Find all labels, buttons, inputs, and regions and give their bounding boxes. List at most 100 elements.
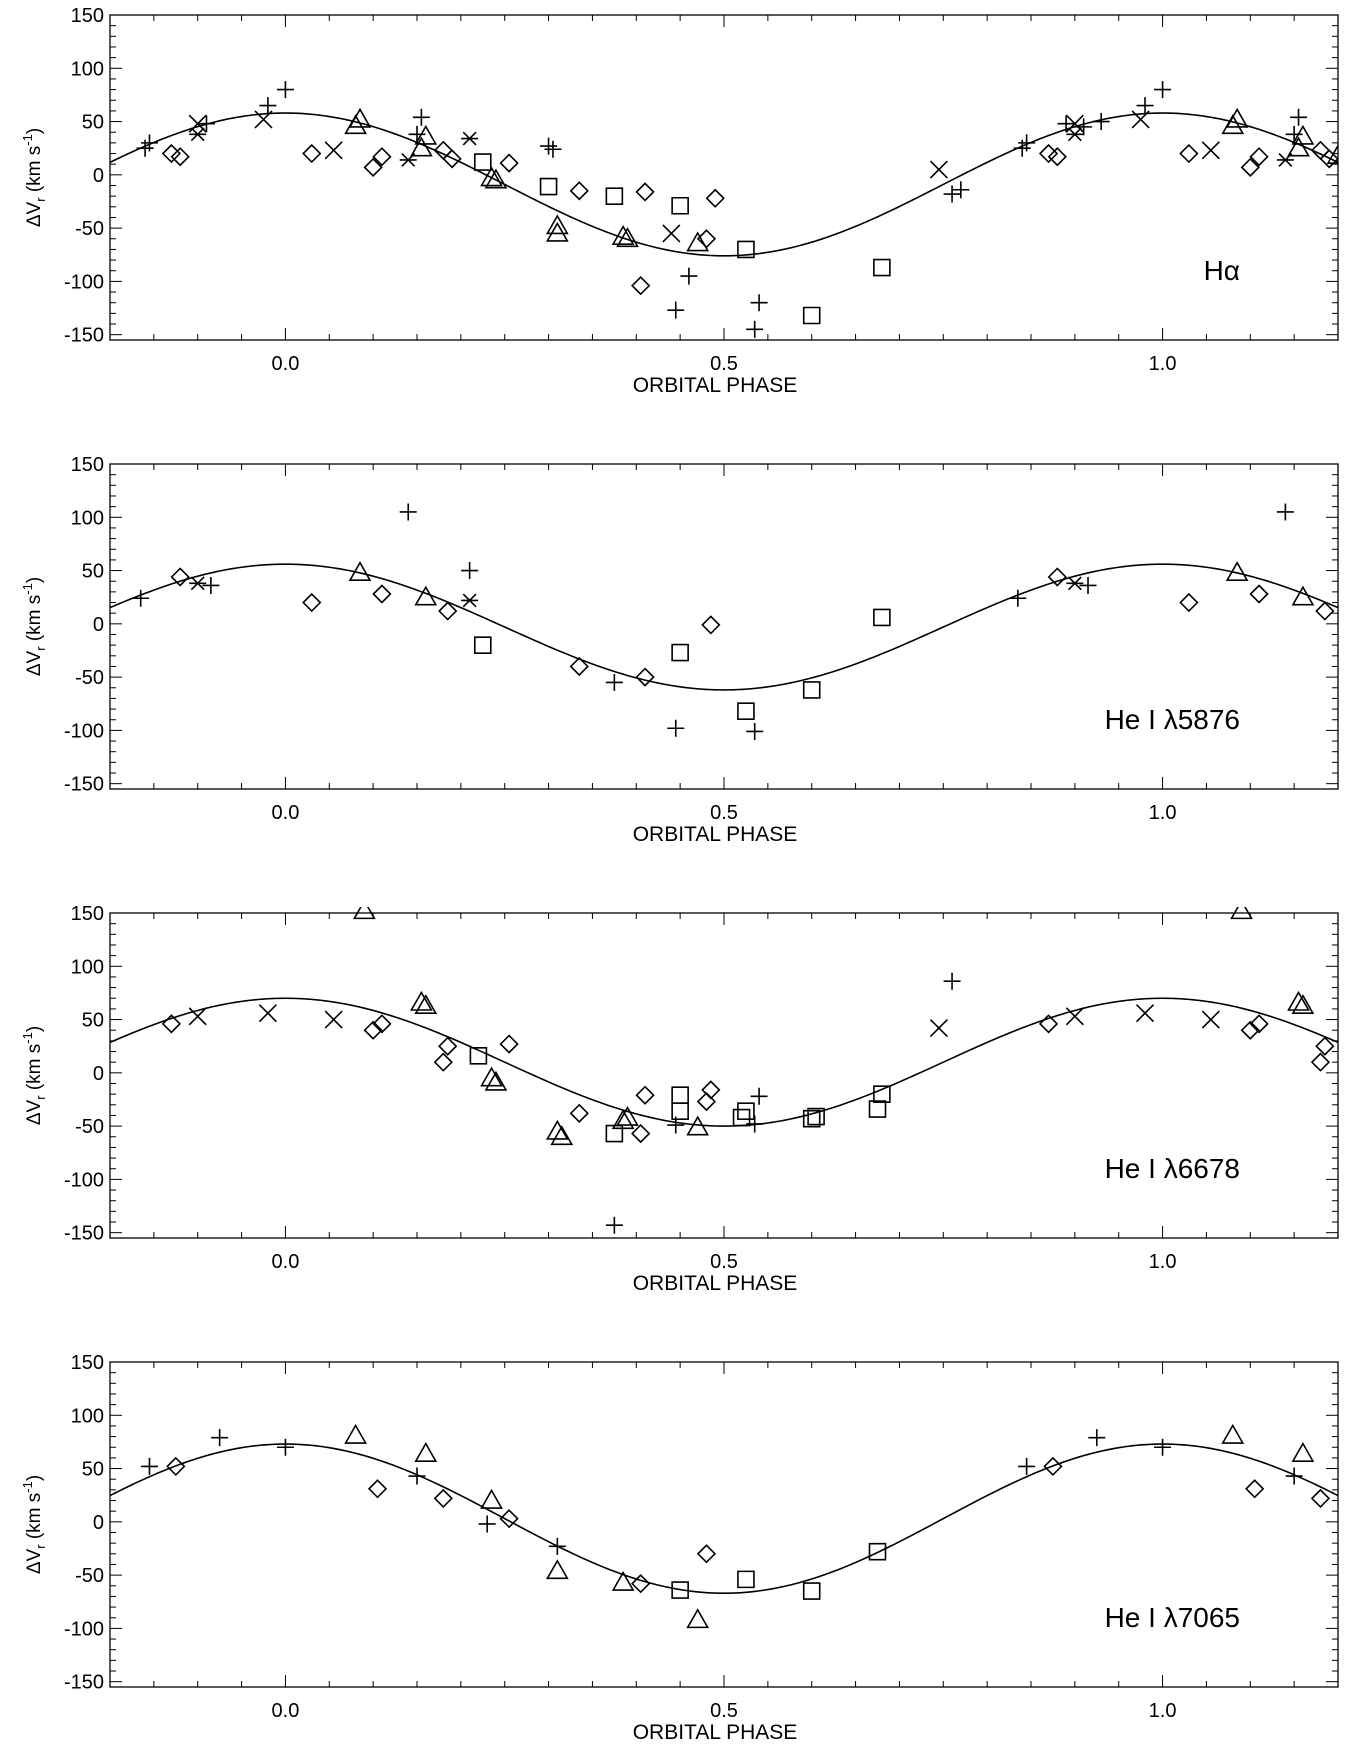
- point-triangle: [1287, 136, 1310, 157]
- point-plus: [1092, 113, 1110, 131]
- y-tick-label: 0: [93, 614, 104, 636]
- x-tick-label: 1.0: [1149, 802, 1177, 824]
- point-plus: [680, 267, 698, 285]
- point-triangle: [616, 1105, 639, 1126]
- y-tick-label: -50: [75, 218, 104, 240]
- point-diamond: [1038, 1014, 1059, 1034]
- x-axis-title: ORBITAL PHASE: [633, 1272, 798, 1295]
- point-square: [473, 153, 492, 171]
- point-cross: [1201, 1010, 1220, 1029]
- point-diamond: [1240, 157, 1260, 178]
- point-plus: [1018, 1457, 1036, 1475]
- point-square: [868, 1542, 887, 1561]
- point-diamond: [1249, 1014, 1269, 1034]
- point-plus: [1088, 1429, 1106, 1447]
- x-tick-label: 0.0: [272, 1251, 300, 1273]
- point-cross: [324, 1010, 343, 1029]
- point-square: [671, 1086, 689, 1105]
- point-diamond: [631, 276, 651, 296]
- point-triangle: [410, 990, 433, 1011]
- point-cross: [188, 1007, 207, 1026]
- point-plus: [276, 1438, 294, 1456]
- point-square: [802, 681, 821, 699]
- point-diamond: [1310, 1488, 1331, 1509]
- y-tick-label: 50: [82, 1010, 104, 1032]
- point-square: [802, 306, 821, 325]
- x-tick-label: 0.0: [272, 802, 300, 824]
- point-triangle: [686, 231, 710, 252]
- point-square: [737, 240, 755, 259]
- line-label: He I λ6678: [1105, 1153, 1240, 1184]
- point-plus: [132, 589, 150, 607]
- y-tick-label: 50: [82, 561, 104, 583]
- point-plus: [943, 972, 961, 990]
- x-tick-label: 0.5: [710, 353, 738, 375]
- point-triangle: [1225, 561, 1249, 581]
- point-plus: [478, 1515, 496, 1533]
- point-triangle: [1225, 107, 1249, 128]
- x-axis-title: ORBITAL PHASE: [633, 1721, 798, 1744]
- y-tick-label: -100: [64, 271, 104, 293]
- point-asterisk: [461, 593, 479, 608]
- point-plus: [548, 1537, 566, 1555]
- x-axis-title: ORBITAL PHASE: [633, 374, 798, 397]
- point-cross: [324, 141, 343, 160]
- point-square: [802, 1109, 821, 1128]
- x-tick-label: 0.5: [710, 802, 738, 824]
- point-triangle: [545, 1559, 569, 1580]
- point-plus: [1154, 1438, 1172, 1456]
- point-plus: [1276, 503, 1294, 521]
- y-tick-label: 150: [71, 454, 104, 476]
- panel-1: -150 -100 -50 0 50 100 150 0.0 0.5 1.0 ORBITAL PHA…: [20, 5, 1339, 397]
- point-diamond: [499, 153, 519, 173]
- point-diamond: [705, 188, 725, 208]
- point-triangle: [484, 1070, 508, 1091]
- point-cross: [929, 1019, 948, 1038]
- y-tick-label: 150: [71, 5, 104, 27]
- point-plus: [1057, 115, 1075, 133]
- y-tick-label: -150: [64, 325, 104, 347]
- y-tick-label: -150: [64, 1672, 104, 1694]
- point-triangle: [545, 214, 569, 235]
- y-tick-label: 50: [82, 112, 104, 134]
- point-plus: [1285, 125, 1303, 143]
- point-plus: [605, 1216, 623, 1234]
- data-points: [136, 81, 1338, 338]
- point-diamond: [1249, 147, 1269, 167]
- point-square: [737, 1102, 755, 1120]
- point-diamond: [1179, 143, 1199, 164]
- point-triangle: [414, 124, 438, 145]
- point-plus: [1018, 134, 1036, 152]
- y-tick-label: -50: [75, 1565, 104, 1587]
- point-triangle: [414, 1442, 438, 1462]
- point-triangle: [348, 561, 372, 581]
- y-tick-label: 100: [71, 507, 104, 529]
- point-triangle: [545, 221, 569, 242]
- fit-curve: [110, 112, 1338, 257]
- point-diamond: [363, 1020, 383, 1040]
- point-square: [473, 636, 492, 654]
- point-plus: [1290, 108, 1308, 126]
- point-diamond: [1240, 1020, 1260, 1040]
- point-diamond: [1043, 1456, 1063, 1477]
- point-diamond: [161, 1014, 182, 1034]
- point-square: [539, 177, 558, 196]
- panel-4: -150 -100 -50 0 50 100 150 0.0 0.5 1.0 ORBITAL PHA…: [20, 1352, 1339, 1744]
- y-tick-label: -150: [64, 774, 104, 796]
- fit-curve: [110, 997, 1338, 1127]
- y-tick-label: -100: [64, 720, 104, 742]
- point-plus: [399, 503, 417, 521]
- point-square: [671, 1581, 689, 1599]
- point-diamond: [631, 1574, 651, 1594]
- point-plus: [943, 185, 961, 203]
- point-square: [873, 1085, 891, 1103]
- point-square: [873, 608, 891, 627]
- x-tick-label: 0.5: [710, 1700, 738, 1722]
- point-triangle: [480, 166, 503, 187]
- data-points: [140, 1423, 1331, 1629]
- y-axis-title: ΔVr (km s-1): [20, 577, 48, 676]
- point-plus: [408, 125, 426, 143]
- point-plus: [140, 134, 158, 152]
- point-plus: [276, 81, 294, 99]
- point-plus: [750, 1087, 768, 1105]
